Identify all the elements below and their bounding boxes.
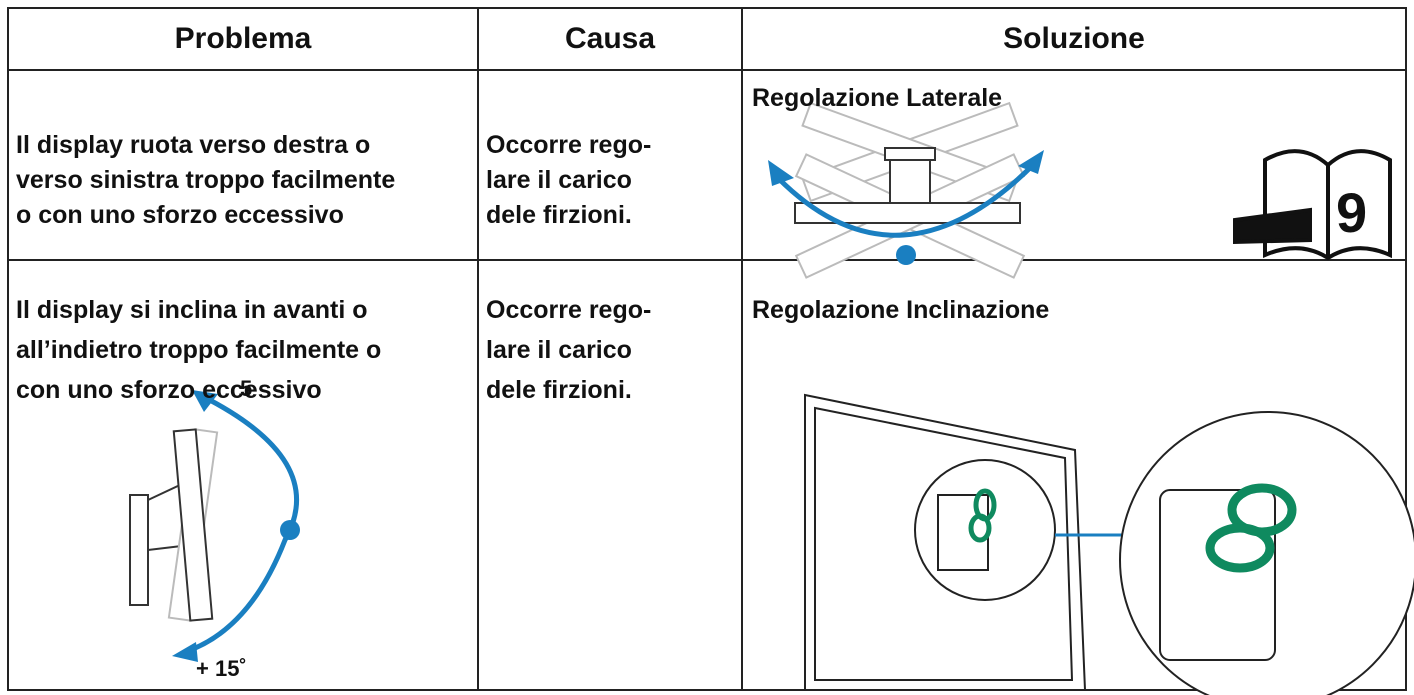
cause-line: lare il carico (486, 166, 632, 194)
problem-line: Il display si inclina in avanti o (16, 296, 368, 324)
angle-label: + 15˚ (196, 656, 247, 681)
solution-title: Regolazione Laterale (752, 84, 1003, 112)
cause-line: Occorre rego- (486, 131, 652, 159)
problem-line: Il display ruota verso destra o (16, 131, 371, 159)
cause-line: Occorre rego- (486, 296, 652, 324)
problem-line: verso sinistra troppo facilmente (16, 166, 396, 194)
problem-line: o con uno sforzo eccessivo (16, 201, 344, 229)
header-cell: Soluzione (1003, 22, 1145, 55)
header-cell: Problema (174, 22, 312, 55)
cause-line: lare il carico (486, 336, 632, 364)
problem-line: con uno sforzo eccessivo (16, 376, 322, 404)
header-cell: Causa (564, 22, 656, 55)
tilt-illustration (129, 428, 219, 622)
problem-line: all’indietro troppo facilmente o (16, 336, 382, 364)
lateral-illustration (794, 101, 1026, 279)
page-ref: 9 (1336, 181, 1368, 244)
tilt-adjust-illustration (804, 393, 1414, 695)
cause-line: dele firzioni. (486, 201, 632, 229)
solution-title: Regolazione Inclinazione (752, 296, 1050, 324)
book-icon (1233, 149, 1392, 261)
cause-line: dele firzioni. (486, 376, 632, 404)
angle-label: 5 (240, 376, 253, 401)
